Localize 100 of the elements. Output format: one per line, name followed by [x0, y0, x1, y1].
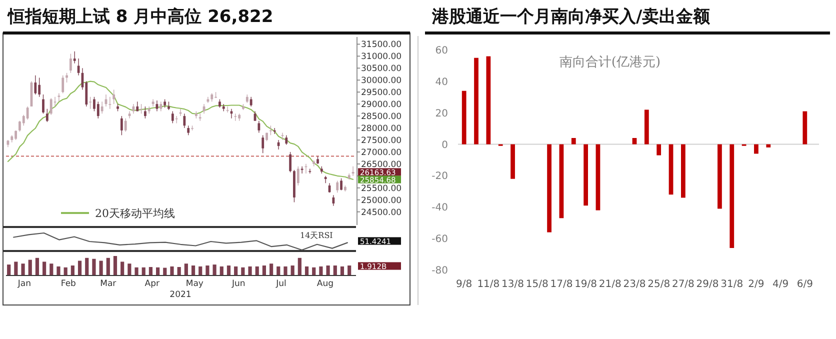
- bar: [134, 267, 138, 275]
- chart-title: 恒指短期上试 8 月中高位 26,822: [7, 7, 274, 27]
- bar: [248, 266, 252, 275]
- bar: [462, 90, 466, 144]
- chart-title: 港股通近一个月南向净买入/卖出金额: [431, 7, 712, 27]
- y-tick-label: 30000.00: [361, 76, 402, 86]
- x-tick-label: Mar: [100, 279, 117, 289]
- bar: [206, 266, 210, 275]
- x-tick-label: Aug: [316, 279, 334, 289]
- candlestick: [42, 94, 44, 114]
- candlestick: [152, 98, 154, 107]
- bar: [28, 260, 32, 275]
- bar: [262, 266, 266, 275]
- candlestick: [226, 106, 229, 113]
- y-tick-label: -40: [432, 202, 448, 214]
- bar: [85, 258, 89, 275]
- bar: [92, 258, 96, 275]
- y-tick-label: 30500.00: [361, 64, 402, 74]
- candlestick: [281, 132, 284, 140]
- x-tick-label: May: [186, 279, 204, 289]
- y-tick-label: 20: [435, 108, 448, 120]
- candlestick: [38, 77, 41, 98]
- x-tick-label: Apr: [144, 279, 160, 289]
- bar: [255, 266, 259, 275]
- bar: [148, 267, 153, 275]
- y-tick-label: 24500.00: [361, 208, 402, 218]
- bar: [21, 264, 25, 275]
- bar: [212, 264, 216, 275]
- bar: [312, 267, 316, 275]
- bar: [198, 266, 202, 275]
- bar: [184, 264, 188, 275]
- bar: [584, 144, 588, 206]
- x-tick-label: 2/9: [748, 279, 764, 290]
- bar: [304, 266, 309, 275]
- candlestick: [58, 92, 60, 102]
- x-tick-label: 25/8: [648, 279, 670, 290]
- bar: [559, 144, 564, 218]
- candlestick: [26, 106, 29, 120]
- x-tick-label: 11/8: [477, 279, 500, 290]
- bar: [754, 144, 758, 154]
- x-axis-title: 2021: [170, 290, 192, 300]
- x-tick-label: 6/9: [796, 279, 813, 290]
- y-tick-label: 0: [442, 140, 448, 151]
- y-tick-label: 60: [435, 46, 448, 56]
- bar: [290, 266, 294, 275]
- bar: [718, 144, 722, 209]
- x-tick-label: 19/8: [574, 279, 598, 290]
- bar: [128, 264, 132, 275]
- bar: [510, 144, 515, 179]
- candlestick: [340, 178, 342, 191]
- bar: [298, 258, 302, 275]
- bar: [156, 267, 160, 275]
- bar: [276, 266, 280, 275]
- y-tick-label: 25000.00: [361, 196, 402, 206]
- bar: [234, 266, 238, 275]
- bar: [99, 260, 103, 275]
- bar: [241, 267, 245, 275]
- bar: [170, 266, 174, 275]
- y-tick-label: 27500.00: [361, 136, 402, 146]
- bar: [7, 264, 11, 275]
- bar: [348, 266, 352, 275]
- y-tick-label: 29500.00: [361, 88, 402, 98]
- x-tick-label: Jun: [231, 279, 246, 289]
- candlestick: [100, 101, 104, 114]
- y-tick-label: 28500.00: [361, 112, 402, 122]
- y-tick-label: 28000.00: [361, 124, 402, 134]
- bar: [656, 144, 662, 156]
- bar: [78, 260, 82, 275]
- bar: [113, 256, 118, 275]
- candlestick: [96, 101, 100, 119]
- candlestick: [262, 134, 264, 154]
- bar: [319, 266, 323, 275]
- y-tick-label: -80: [432, 266, 448, 276]
- x-tick-label: 23/8: [623, 279, 646, 290]
- bar: [56, 266, 60, 275]
- bar: [106, 258, 110, 275]
- candlestick: [187, 125, 190, 136]
- x-tick-label: 29/8: [696, 279, 719, 290]
- candlestick: [46, 108, 48, 122]
- bar: [220, 266, 224, 275]
- candlestick: [112, 89, 116, 104]
- bar: [35, 258, 40, 275]
- bar: [226, 266, 231, 275]
- bar: [120, 262, 124, 275]
- candlestick: [34, 74, 37, 95]
- bar: [596, 144, 600, 210]
- x-tick-label: 31/8: [720, 279, 744, 290]
- chart-subtitle: 南向合计(亿港元): [559, 55, 661, 70]
- y-tick-label: 29000.00: [361, 100, 402, 110]
- bar: [340, 266, 344, 275]
- bar: [50, 264, 54, 275]
- bar: [681, 144, 686, 198]
- y-tick-label: 40: [435, 76, 448, 88]
- bar: [571, 138, 576, 144]
- candlestick: [285, 134, 288, 146]
- x-tick-label: 9/8: [456, 279, 472, 290]
- y-tick-label: -20: [432, 171, 448, 182]
- candlestick: [144, 106, 146, 119]
- candlestick: [258, 120, 260, 134]
- candlestick: [308, 168, 312, 174]
